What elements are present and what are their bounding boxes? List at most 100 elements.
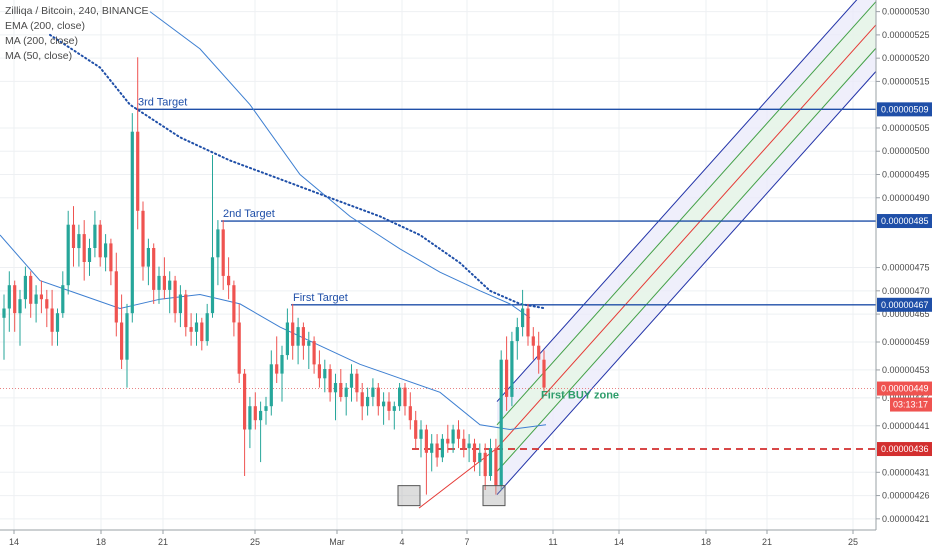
candle-body-94 xyxy=(505,359,509,397)
x-tick-label-5: 4 xyxy=(399,537,404,547)
candle-body-86 xyxy=(462,438,466,449)
x-tick-label-4: Mar xyxy=(329,537,345,547)
y-tick-label-0: 0.00000530 xyxy=(882,7,930,17)
y-tick-label-2: 0.00000520 xyxy=(882,53,930,63)
candle-body-63 xyxy=(339,383,343,397)
y-tick-label-3: 0.00000515 xyxy=(882,76,930,86)
candle-body-93 xyxy=(499,359,503,486)
candle-body-72 xyxy=(387,401,391,411)
candle-body-29 xyxy=(157,275,161,290)
candle-body-1 xyxy=(7,285,11,309)
candle-body-80 xyxy=(430,443,434,453)
candle-body-7 xyxy=(39,294,43,300)
candle-body-8 xyxy=(45,299,49,309)
y-tick-label-17: 0.00000421 xyxy=(882,514,930,524)
x-tick-label-1: 18 xyxy=(96,537,106,547)
channel-inner-upper-line xyxy=(496,1,877,426)
candle-body-22 xyxy=(120,322,124,360)
countdown-badge-bg xyxy=(890,397,932,412)
target-badge-1-text: 0.00000485 xyxy=(881,216,929,226)
candle-body-56 xyxy=(301,327,305,346)
x-tick-label-3: 25 xyxy=(250,537,260,547)
y-tick-label-11: 0.00000459 xyxy=(882,337,930,347)
candle-body-33 xyxy=(178,294,182,314)
candle-body-99 xyxy=(531,336,535,346)
candle-body-40 xyxy=(216,229,220,258)
candle-body-21 xyxy=(114,271,118,323)
last-price-badge-bg xyxy=(877,381,932,396)
target-badge-1-bg xyxy=(877,214,932,229)
candle-body-70 xyxy=(376,387,380,407)
candle-body-100 xyxy=(537,345,541,360)
candle-body-50 xyxy=(269,364,273,407)
target-badge-2-bg xyxy=(877,297,932,312)
x-tick-label-11: 25 xyxy=(848,537,858,547)
target-label-0: 3rd Target xyxy=(138,96,187,108)
target-badge-0-bg xyxy=(877,102,932,117)
x-tick-label-8: 14 xyxy=(614,537,624,547)
candle-body-11 xyxy=(61,285,65,314)
legend-ema: EMA (200, close) xyxy=(5,20,85,32)
highlight-box-0 xyxy=(397,485,421,507)
highlight-box-1 xyxy=(482,485,506,507)
legend-ma50: MA (50, close) xyxy=(5,50,73,62)
ma200-line xyxy=(149,11,531,319)
candle-body-73 xyxy=(392,406,396,411)
candle-body-84 xyxy=(451,429,455,444)
candle-body-46 xyxy=(248,406,252,430)
candle-body-0 xyxy=(2,308,6,318)
y-tick-label-12: 0.00000453 xyxy=(882,365,930,375)
candle-body-52 xyxy=(280,355,284,374)
candle-body-41 xyxy=(221,229,225,276)
candle-body-68 xyxy=(366,396,370,407)
candle-body-57 xyxy=(307,341,311,346)
candle-body-5 xyxy=(29,275,33,304)
candle-body-17 xyxy=(93,224,97,248)
x-tick-label-7: 11 xyxy=(548,537,557,547)
candle-body-77 xyxy=(414,420,418,439)
candle-body-76 xyxy=(408,406,412,421)
candle-body-10 xyxy=(55,313,60,332)
candle-body-79 xyxy=(424,429,428,453)
y-tick-label-16: 0.00000426 xyxy=(882,491,930,501)
candle-body-4 xyxy=(23,275,27,300)
y-tick-label-14: 0.00000441 xyxy=(882,421,930,431)
candle-body-74 xyxy=(398,387,402,407)
candle-body-25 xyxy=(136,131,140,211)
countdown-badge-text: 03:13:17 xyxy=(893,400,928,410)
ema200-line xyxy=(49,33,547,310)
y-tick-label-6: 0.00000495 xyxy=(882,169,930,179)
candle-body-95 xyxy=(510,341,514,397)
candle-body-47 xyxy=(253,406,257,421)
candle-body-28 xyxy=(152,248,156,290)
legend-ma200: MA (200, close) xyxy=(5,35,78,47)
y-tick-label-4: 0.00000505 xyxy=(882,123,930,133)
candle-body-78 xyxy=(419,429,423,439)
candle-body-88 xyxy=(472,443,477,463)
candle-body-62 xyxy=(333,383,338,393)
candle-body-61 xyxy=(328,369,332,393)
candle-body-42 xyxy=(227,275,231,286)
target-badge-0-text: 0.00000509 xyxy=(881,104,929,114)
candle-body-30 xyxy=(162,275,166,290)
target-badge-2-text: 0.00000467 xyxy=(881,300,929,310)
candle-body-24 xyxy=(130,131,134,314)
x-tick-label-9: 18 xyxy=(701,537,711,547)
candle-body-27 xyxy=(146,248,150,267)
candle-body-13 xyxy=(71,224,76,248)
candle-body-98 xyxy=(526,308,530,337)
candle-body-18 xyxy=(98,224,102,258)
candle-body-23 xyxy=(125,313,129,360)
candle-body-96 xyxy=(515,327,519,342)
candle-body-82 xyxy=(440,438,444,458)
candle-body-15 xyxy=(82,234,86,262)
candle-body-39 xyxy=(210,257,215,314)
channel-inner-lower-line xyxy=(496,47,877,472)
x-axis-bg xyxy=(0,530,932,550)
y-tick-label-8: 0.00000475 xyxy=(882,263,930,273)
candle-body-58 xyxy=(312,341,316,365)
candle-body-83 xyxy=(446,438,450,444)
candle-body-14 xyxy=(77,234,81,249)
y-tick-label-10: 0.00000465 xyxy=(882,309,930,319)
candle-body-48 xyxy=(259,410,263,421)
